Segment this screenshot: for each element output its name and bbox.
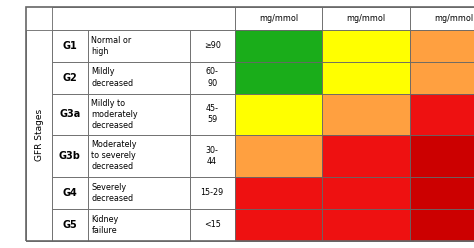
Bar (88, 209, 190, 241)
Text: 15-29: 15-29 (201, 188, 224, 197)
Bar (52, 30, 88, 62)
Bar (235, 93, 322, 135)
Bar (322, 93, 410, 135)
Bar (52, 62, 88, 93)
Bar (322, 177, 410, 209)
Bar (190, 177, 235, 209)
Text: G5: G5 (63, 219, 77, 230)
Bar (52, 93, 88, 135)
Bar (88, 135, 190, 177)
Bar (190, 135, 235, 177)
Bar (235, 62, 322, 93)
Bar (88, 30, 190, 62)
Bar (235, 177, 322, 209)
Bar (52, 209, 88, 241)
Bar (235, 30, 322, 62)
Bar (410, 135, 474, 177)
Bar (322, 30, 410, 62)
Bar (235, 7, 322, 30)
Text: Severely
decreased: Severely decreased (91, 183, 134, 203)
Bar (88, 62, 190, 93)
Text: Mildly to
moderately
decreased: Mildly to moderately decreased (91, 99, 138, 130)
Bar (88, 177, 190, 209)
Bar (190, 30, 235, 62)
Text: 60-
90: 60- 90 (206, 67, 219, 88)
Text: mg/mmol: mg/mmol (259, 14, 298, 23)
Text: G3a: G3a (59, 109, 81, 119)
Text: <15: <15 (204, 220, 220, 229)
Bar (88, 93, 190, 135)
Text: GFR Stages: GFR Stages (35, 109, 44, 161)
Bar (410, 30, 474, 62)
Text: ≥90: ≥90 (204, 41, 220, 50)
Text: 45-
59: 45- 59 (206, 104, 219, 124)
Text: G2: G2 (63, 72, 77, 83)
Bar (322, 209, 410, 241)
Bar (410, 62, 474, 93)
Text: Moderately
to severely
decreased: Moderately to severely decreased (91, 140, 137, 171)
Bar (322, 7, 410, 30)
Text: Mildly
decreased: Mildly decreased (91, 67, 134, 88)
Bar (190, 93, 235, 135)
Text: G4: G4 (63, 187, 77, 198)
Bar (410, 93, 474, 135)
Bar (410, 7, 474, 30)
Bar (26, 30, 52, 241)
Text: G1: G1 (63, 41, 77, 51)
Bar (52, 135, 88, 177)
Bar (190, 62, 235, 93)
Text: mg/mmol: mg/mmol (346, 14, 386, 23)
Bar (410, 209, 474, 241)
Text: 30-
44: 30- 44 (206, 146, 219, 166)
Bar (235, 209, 322, 241)
Bar (52, 7, 235, 30)
Bar (52, 177, 88, 209)
Bar (322, 135, 410, 177)
Text: Normal or
high: Normal or high (91, 35, 132, 56)
Bar (410, 177, 474, 209)
Text: Kidney
failure: Kidney failure (91, 215, 118, 235)
Bar (322, 62, 410, 93)
Text: mg/mmol: mg/mmol (434, 14, 474, 23)
Bar (190, 209, 235, 241)
Text: G3b: G3b (59, 151, 81, 161)
Bar (235, 135, 322, 177)
